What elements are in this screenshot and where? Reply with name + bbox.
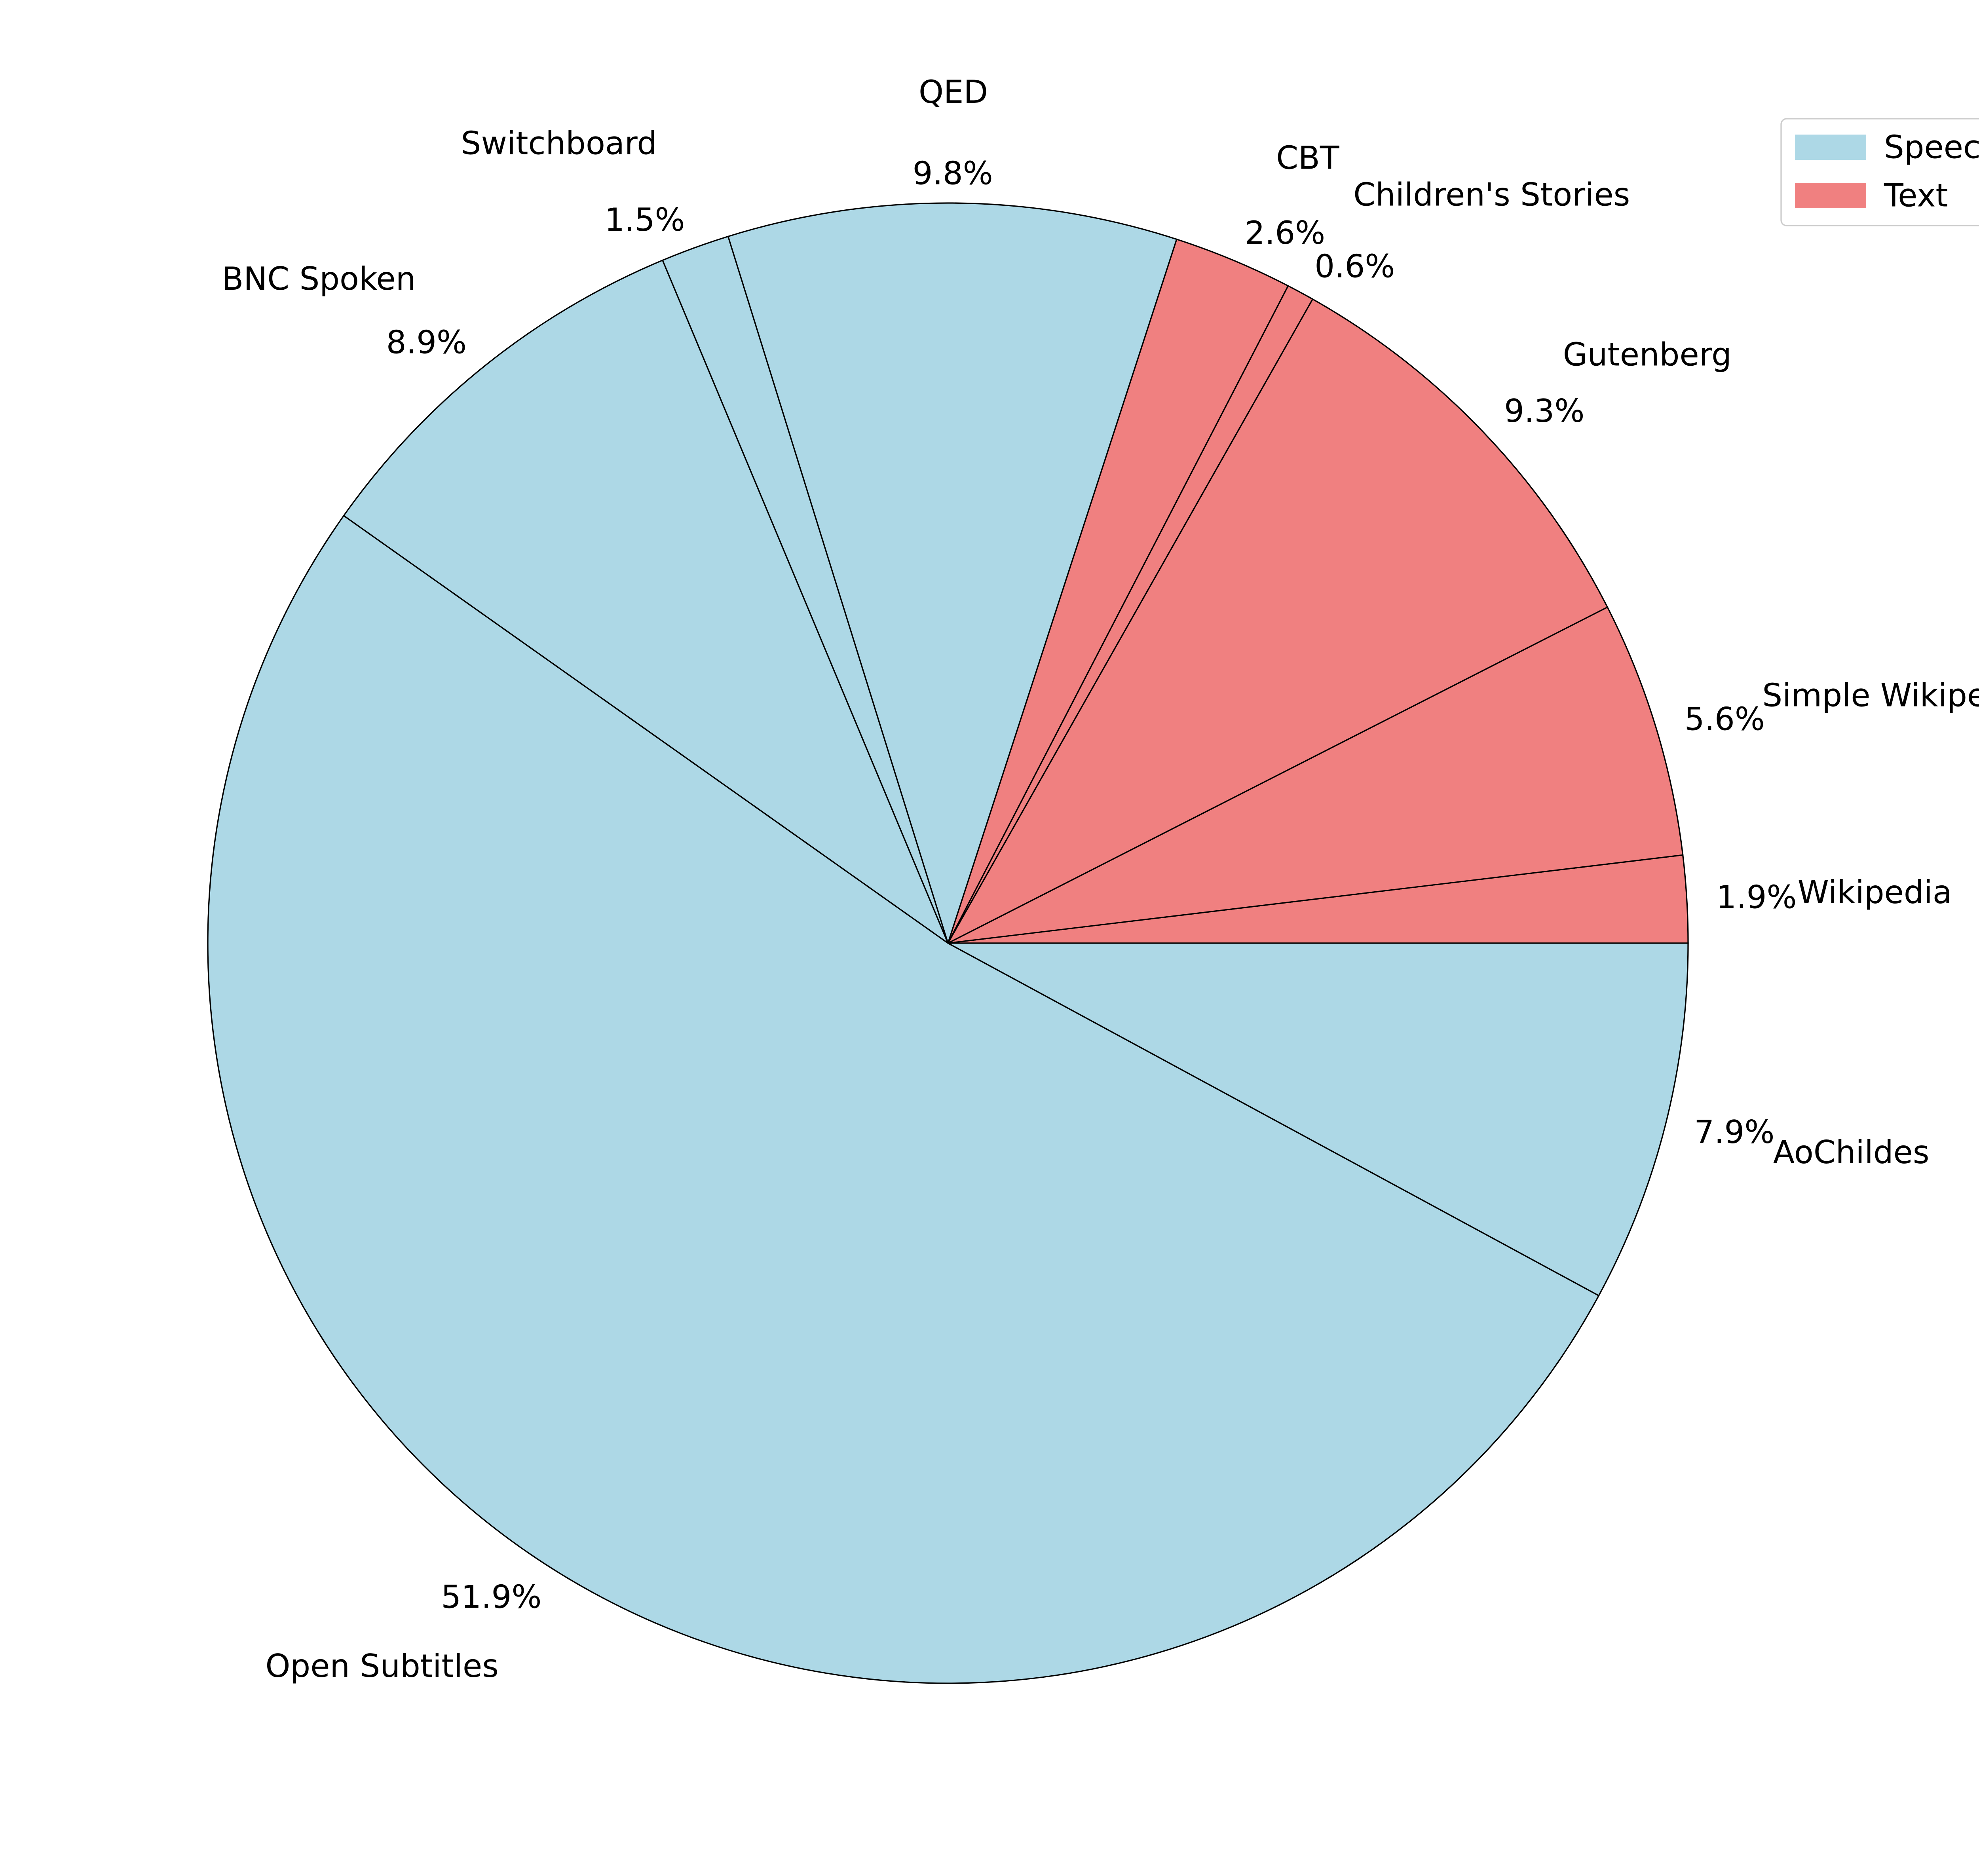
slice-open-subtitles bbox=[207, 515, 1600, 1684]
slice-label-switchboard: Switchboard bbox=[461, 125, 657, 161]
legend-label-text: Text bbox=[1884, 177, 1948, 214]
slice-label-qed: QED bbox=[919, 74, 988, 110]
pct-label-qed: 9.8% bbox=[913, 155, 993, 192]
slice-cbt bbox=[947, 238, 1289, 944]
pct-label-simple-wikipedia: 5.6% bbox=[1685, 701, 1765, 738]
slice-gutenberg bbox=[946, 298, 1609, 945]
pct-label-switchboard: 1.5% bbox=[604, 201, 685, 238]
slice-label-open-subtitles: Open Subtitles bbox=[265, 1648, 498, 1684]
pct-label-children-s-stories: 0.6% bbox=[1314, 248, 1395, 285]
pct-label-bnc-spoken: 8.9% bbox=[386, 324, 467, 361]
pct-label-aochildes: 7.9% bbox=[1694, 1114, 1774, 1151]
slice-label-wikipedia: Wikipedia bbox=[1798, 874, 1952, 911]
slice-label-bnc-spoken: BNC Spoken bbox=[222, 260, 416, 297]
legend-label-speech: Speech bbox=[1884, 129, 1979, 166]
pct-label-wikipedia: 1.9% bbox=[1716, 879, 1797, 916]
legend-swatch-text bbox=[1795, 183, 1866, 208]
slice-label-simple-wikipedia: Simple Wikipedia bbox=[1762, 677, 1979, 714]
slice-aochildes bbox=[948, 942, 1689, 1297]
slice-label-aochildes: AoChildes bbox=[1773, 1134, 1930, 1171]
slice-label-cbt: CBT bbox=[1276, 139, 1340, 176]
slice-bnc-spoken bbox=[343, 259, 950, 945]
legend-swatch-speech bbox=[1795, 135, 1866, 160]
slice-simple-wikipedia bbox=[948, 606, 1684, 944]
slice-qed bbox=[727, 202, 1178, 946]
slice-label-children-s-stories: Children's Stories bbox=[1353, 177, 1630, 213]
pct-label-gutenberg: 9.3% bbox=[1504, 393, 1584, 429]
legend: Speech Text bbox=[1780, 118, 1979, 226]
pie-labels: 1.9%Wikipedia 5.6%Simple Wikipedia 9.3% Gut… bbox=[222, 74, 1979, 1684]
pct-label-cbt: 2.6% bbox=[1245, 215, 1325, 251]
slice-label-gutenberg: Gutenberg bbox=[1563, 336, 1732, 373]
pie-slices bbox=[207, 202, 1689, 1684]
pct-label-open-subtitles: 51.9% bbox=[441, 1578, 541, 1615]
